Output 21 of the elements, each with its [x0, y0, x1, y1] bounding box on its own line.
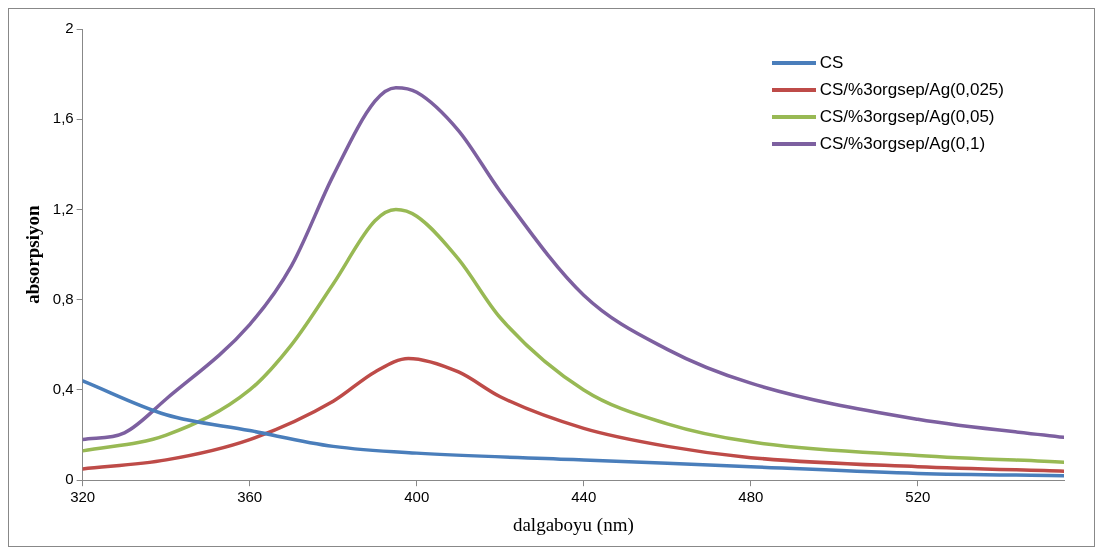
x-tick-label: 480: [738, 488, 764, 506]
x-tick-label: 400: [404, 488, 430, 506]
y-tick-label: 0: [65, 470, 74, 488]
line-series: [82, 356, 1064, 473]
x-tick-label: 440: [571, 488, 597, 506]
legend-label: CS/%3orgsep/Ag(0,1): [819, 133, 986, 154]
y-tick-label: 2: [65, 19, 74, 37]
legend-label: CS: [819, 52, 844, 73]
y-tick-label: 1,6: [52, 109, 74, 127]
x-axis-title: dalgaboyu (nm): [512, 513, 634, 536]
legend-label: CS/%3orgsep/Ag(0,025): [819, 79, 1004, 100]
y-tick-label: 0,8: [52, 289, 74, 307]
x-tick-label: 360: [237, 488, 263, 506]
y-axis-title: absorpsiyon: [22, 205, 44, 304]
x-tick-label: 320: [70, 488, 96, 506]
legend-label: CS/%3orgsep/Ag(0,05): [819, 106, 995, 127]
y-tick-label: 1,2: [52, 199, 74, 217]
x-tick-label: 520: [905, 488, 931, 506]
line-series: [82, 207, 1064, 464]
line-series: [82, 85, 1064, 442]
y-tick-label: 0,4: [52, 380, 74, 398]
